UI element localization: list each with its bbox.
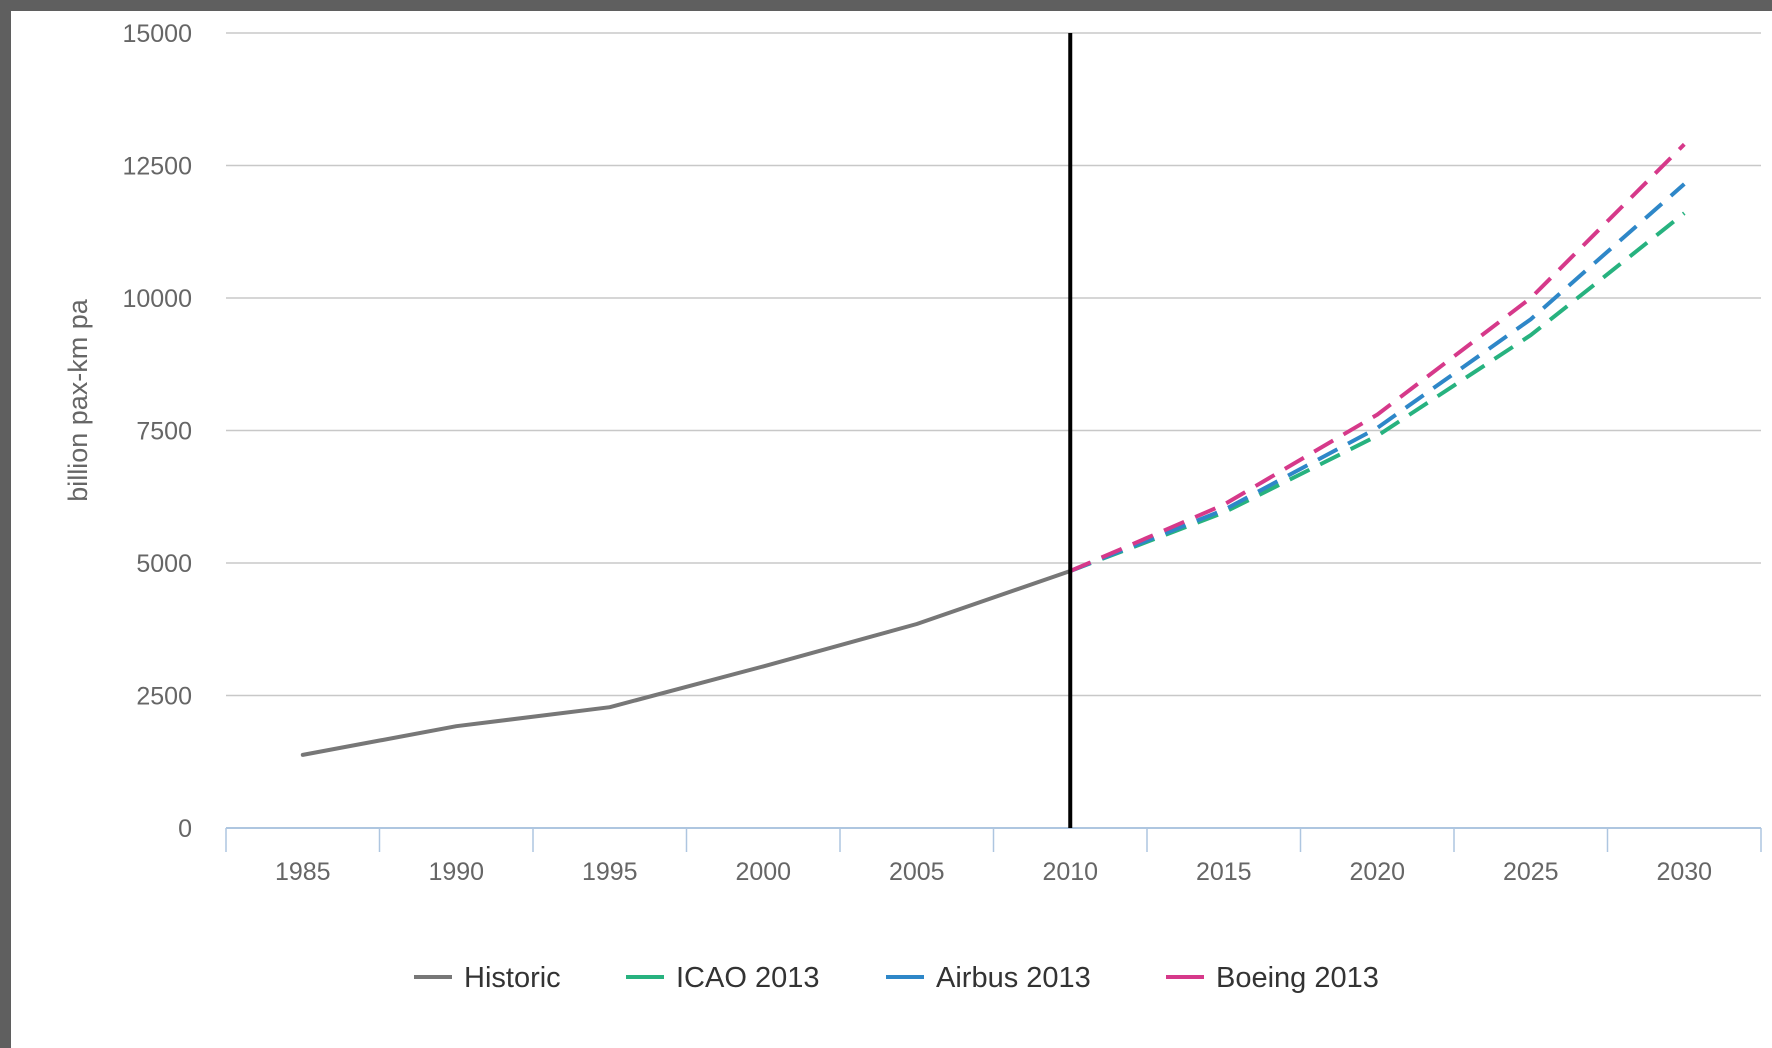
legend: Historic ICAO 2013 Airbus 2013 Boeing 2013 [414, 962, 1379, 994]
x-tick-label: 2025 [1503, 858, 1559, 886]
x-axis [225, 827, 1762, 852]
y-tick-label: 15000 [122, 20, 192, 48]
x-tick-label: 2005 [889, 858, 945, 886]
x-axis-tick-labels: 1985 1990 1995 2000 2005 2010 2015 2020 2025 2030 [275, 858, 1712, 886]
x-tick-label: 1990 [428, 858, 484, 886]
gridlines [226, 32, 1761, 697]
series-line [300, 569, 1073, 757]
x-tick-label: 2030 [1656, 858, 1712, 886]
x-tick-label: 2000 [735, 858, 791, 886]
y-tick-label: 7500 [136, 418, 192, 446]
y-tick-label: 2500 [136, 683, 192, 711]
x-tick-label: 2010 [1042, 858, 1098, 886]
x-tick-label: 1995 [582, 858, 638, 886]
y-axis-tick-labels: 0 2500 5000 7500 10000 12500 15000 [122, 20, 192, 843]
x-tick-label: 2020 [1349, 858, 1405, 886]
x-tick-label: 2015 [1196, 858, 1252, 886]
y-axis-title: billion pax-km pa [63, 298, 93, 502]
series-lines [300, 142, 1686, 757]
legend-label: Historic [464, 962, 561, 994]
y-tick-label: 5000 [136, 550, 192, 578]
y-tick-label: 12500 [122, 153, 192, 181]
y-tick-label: 10000 [122, 285, 192, 313]
chart-canvas: 0 2500 5000 7500 10000 12500 15000 1985 1990 199… [11, 11, 1772, 1048]
series-line [1069, 182, 1686, 573]
legend-label: ICAO 2013 [676, 962, 819, 994]
series-line [1069, 211, 1686, 573]
legend-label: Boeing 2013 [1216, 962, 1379, 994]
line-chart: 0 2500 5000 7500 10000 12500 15000 1985 1990 199… [63, 20, 1762, 994]
series-line [1069, 142, 1686, 573]
y-tick-label: 0 [178, 815, 192, 843]
legend-label: Airbus 2013 [936, 962, 1091, 994]
x-tick-label: 1985 [275, 858, 331, 886]
